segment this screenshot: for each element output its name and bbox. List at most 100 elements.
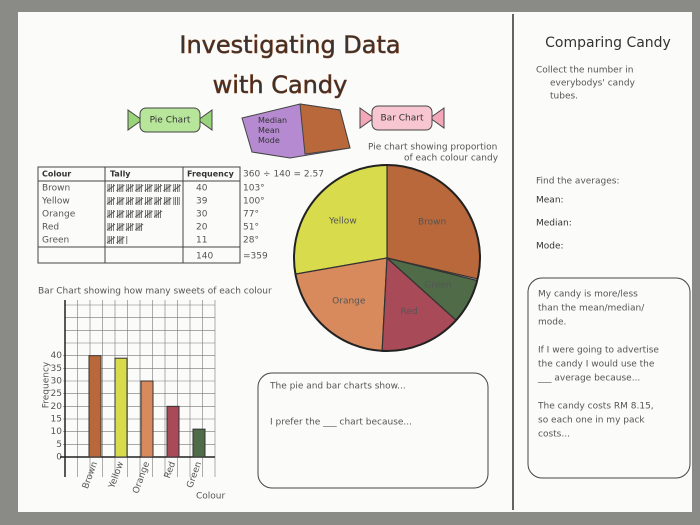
tally-stroke — [106, 197, 116, 205]
sidebar-instruction: everybodys' candy — [550, 79, 636, 89]
candy-pie: Pie Chart — [127, 107, 213, 133]
tally-stroke — [153, 197, 163, 205]
summary-text: I prefer the ___ chart because... — [270, 418, 412, 428]
y-tick-label: 40 — [51, 351, 63, 361]
tally-stroke — [134, 184, 144, 192]
tally-stroke — [163, 184, 172, 192]
tally-stroke — [125, 184, 135, 192]
frequency-table: Colour Tally Frequency 360 ÷ 140 = 2.57 … — [37, 166, 324, 264]
candy-bar-chart: Bar Chart — [359, 105, 445, 131]
table-frequency: 20 — [196, 223, 208, 233]
tally — [106, 210, 163, 218]
table-frequency: 40 — [196, 184, 208, 194]
y-tick-label: 35 — [51, 364, 62, 374]
table-colour: Yellow — [41, 197, 70, 207]
tally-stroke — [125, 210, 135, 218]
pie-caption: of each colour candy — [404, 154, 499, 164]
candy-label: Pie Chart — [150, 116, 191, 126]
average-label: Mean: — [536, 196, 564, 206]
tally-stroke — [116, 197, 125, 205]
tally-stroke — [116, 210, 125, 218]
tally — [106, 236, 128, 244]
sidebar-box-text: ___ average because... — [537, 374, 640, 384]
degree-label: 103° — [243, 184, 265, 194]
tally — [106, 184, 182, 192]
degree-total: =359 — [243, 252, 268, 262]
averages-heading: Find the averages: — [536, 177, 620, 187]
summary-box — [257, 372, 489, 489]
tally-stroke — [144, 184, 153, 192]
table-colour: Red — [42, 223, 59, 233]
candy-label-line: Mode — [258, 136, 280, 145]
tally-stroke — [125, 223, 135, 231]
tally-stroke — [144, 210, 153, 218]
average-label: Median: — [536, 219, 572, 229]
pie-label: Green — [424, 281, 451, 291]
table-header: Tally — [110, 170, 131, 179]
y-tick-label: 0 — [56, 453, 62, 463]
candy-bar: Median Mean Mode — [241, 103, 351, 159]
title-line: with Candy — [213, 71, 348, 99]
tally-stroke — [106, 236, 116, 244]
sidebar-box-text: than the mean/median/ — [538, 304, 645, 314]
pie-label: Red — [401, 307, 418, 317]
tally-stroke — [144, 197, 153, 205]
table-frequency: 30 — [196, 210, 208, 220]
y-tick-label: 10 — [51, 427, 63, 437]
sidebar-box — [527, 277, 691, 479]
y-tick-label: 15 — [51, 415, 62, 425]
sidebar-title: Comparing Candy — [545, 35, 671, 51]
table-frequency: 11 — [196, 236, 207, 246]
bar — [166, 405, 180, 458]
tally-stroke — [134, 223, 144, 231]
y-tick-label: 25 — [51, 389, 62, 399]
tally-stroke — [172, 184, 182, 192]
degree-label: 77° — [243, 210, 259, 220]
table-header: Colour — [42, 170, 71, 179]
degree-label: 100° — [243, 197, 265, 207]
sidebar-box-text: My candy is more/less — [538, 290, 638, 300]
y-axis-label: Frequency — [42, 361, 52, 408]
sidebar-box-text: costs... — [538, 430, 570, 440]
bar-chart-title: Bar Chart showing how many sweets of eac… — [38, 287, 272, 297]
pie-caption: Pie chart showing proportion — [368, 143, 497, 153]
bar — [192, 428, 206, 458]
tally-stroke — [163, 197, 172, 205]
table-colour: Brown — [42, 184, 70, 194]
sidebar-instruction: Collect the number in — [536, 66, 634, 76]
candy-label: Bar Chart — [381, 114, 424, 124]
average-label: Mode: — [536, 242, 564, 252]
table-border — [37, 166, 241, 264]
degree-label: 28° — [243, 236, 259, 246]
tally — [106, 197, 180, 205]
tally-stroke — [116, 184, 125, 192]
tally-stroke — [153, 210, 163, 218]
candy-label-line: Median — [258, 116, 287, 125]
tally-stroke — [134, 210, 144, 218]
pie-label: Orange — [332, 297, 366, 307]
table-total: 140 — [196, 252, 213, 262]
tally-stroke — [106, 184, 116, 192]
tally-stroke — [134, 197, 144, 205]
pie-outline — [293, 164, 481, 352]
sidebar-box-text: If I were going to advertise — [538, 346, 659, 356]
tally-stroke — [106, 223, 116, 231]
tally-stroke — [125, 197, 135, 205]
y-tick-label: 5 — [56, 440, 62, 450]
y-tick-label: 30 — [51, 377, 63, 387]
tally — [106, 223, 144, 231]
sidebar-box-text: The candy costs RM 8.15, — [537, 402, 654, 412]
bar — [140, 380, 154, 458]
summary-text: The pie and bar charts show... — [269, 382, 406, 392]
table-frequency: 39 — [196, 197, 208, 207]
candy-label-line: Mean — [258, 126, 280, 135]
pie-label: Brown — [418, 218, 446, 228]
table-header: Frequency — [187, 170, 235, 179]
tally-stroke — [116, 236, 125, 244]
bar — [88, 355, 102, 458]
table-colour: Green — [42, 236, 69, 246]
table-colour: Orange — [42, 210, 76, 220]
sidebar-box-text: so each one in my pack — [538, 416, 645, 426]
y-tick-label: 20 — [51, 402, 63, 412]
